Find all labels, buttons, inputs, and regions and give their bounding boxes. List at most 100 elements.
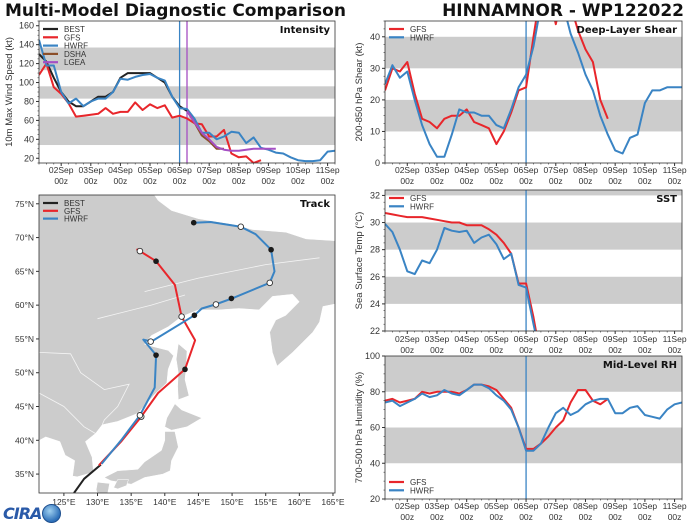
x-tick-label-hour: 00z: [638, 512, 652, 522]
x-tick-label-date: 05Sep: [484, 334, 509, 344]
lon-tick-label: 140°E: [153, 497, 177, 507]
x-tick-label-hour: 00z: [460, 512, 474, 522]
legend-label: BEST: [64, 25, 85, 34]
legend-label: DSHA: [64, 50, 87, 59]
x-tick-label-hour: 00z: [668, 345, 682, 355]
border-line: [39, 392, 96, 434]
y-tick-label: 120: [19, 59, 34, 69]
x-tick-label-date: 02Sep: [49, 165, 74, 175]
shear-panel: 01020304002Sep00z03Sep00z04Sep00z05Sep00…: [354, 20, 687, 186]
track-line-best: [73, 463, 102, 493]
track-line-gfs: [98, 248, 197, 466]
x-tick-label-date: 11Sep: [663, 334, 687, 344]
map-frame: [38, 194, 336, 494]
series-line-hwrf: [385, 21, 682, 158]
lon-tick-label: 160°E: [288, 497, 312, 507]
lat-tick-label: 65°N: [15, 266, 34, 276]
x-tick-label-date: 08Sep: [573, 501, 598, 511]
border-line: [97, 294, 186, 320]
sst-panel: 22242628303202Sep00z03Sep00z04Sep00z05Se…: [354, 189, 687, 355]
border-line: [39, 352, 130, 425]
x-tick-label-hour: 00z: [400, 176, 414, 186]
legend-label: HWRF: [64, 215, 88, 224]
y-tick-label: 40: [24, 134, 34, 144]
series-line-gfs: [39, 62, 262, 163]
x-tick-label-hour: 00z: [490, 345, 504, 355]
track-marker-filled: [268, 246, 274, 253]
track-panel: 125°E 130°E 135°E 140°E 145°E 150°E 155°E 160°E…: [15, 194, 345, 507]
intensity-panel: 2040608010012014016002Sep00z03Sep00z04Se…: [4, 20, 340, 186]
series-line-gfs: [385, 21, 609, 146]
map-area: [39, 195, 335, 493]
lat-tick-label: 40°N: [15, 435, 34, 445]
x-tick-label-date: 02Sep: [395, 165, 420, 175]
legend-label: HWRF: [64, 42, 88, 51]
lat-tick-label: 60°N: [15, 300, 34, 310]
x-tick-label-date: 09Sep: [603, 501, 628, 511]
x-tick-label-date: 06Sep: [514, 334, 539, 344]
x-tick-label-date: 11Sep: [663, 501, 687, 511]
track-marker-open: [178, 313, 185, 320]
lat-tick-label: 55°N: [15, 334, 34, 344]
series-line-gfs: [385, 383, 609, 450]
x-tick-label-hour: 00z: [321, 176, 335, 186]
x-tick-label-date: 02Sep: [395, 334, 420, 344]
track-marker-open: [136, 247, 144, 255]
land-hokkaido: [164, 403, 203, 431]
shaded-band: [385, 356, 682, 392]
x-tick-label-date: 06Sep: [514, 165, 539, 175]
y-tick-label: 28: [370, 245, 380, 255]
lon-tick-label: 165°E: [321, 497, 345, 507]
x-tick-label-hour: 00z: [143, 176, 157, 186]
x-tick-label-date: 05Sep: [484, 501, 509, 511]
panel-title: Mid-Level RH: [603, 360, 677, 371]
x-tick-label-date: 03Sep: [425, 165, 450, 175]
track-marker-filled: [191, 312, 198, 319]
legend-label: GFS: [64, 33, 80, 42]
x-tick-label-hour: 00z: [460, 176, 474, 186]
figure-title: Multi-Model Diagnostic Comparison: [5, 1, 346, 21]
x-tick-label-date: 06Sep: [514, 501, 539, 511]
x-tick-label-hour: 00z: [579, 345, 593, 355]
x-tick-label-date: 03Sep: [425, 334, 450, 344]
x-tick-label-hour: 00z: [430, 345, 444, 355]
legend-label: LGEA: [64, 58, 86, 67]
y-tick-label: 26: [370, 272, 380, 282]
lon-tick-label: 135°E: [120, 497, 144, 507]
x-tick-label-hour: 00z: [430, 176, 444, 186]
x-tick-label-hour: 00z: [608, 512, 622, 522]
x-tick-label-date: 02Sep: [395, 501, 420, 511]
lon-tick-label: 155°E: [254, 497, 278, 507]
plot-background: [385, 190, 682, 331]
y-tick-label: 30: [370, 63, 380, 73]
legend-label: GFS: [410, 25, 426, 34]
y-tick-label: 100: [19, 78, 34, 88]
x-tick-label-hour: 00z: [579, 176, 593, 186]
x-tick-label-date: 04Sep: [454, 501, 479, 511]
track-marker-open: [237, 223, 245, 231]
globe-icon: [42, 503, 62, 523]
cira-logo-text: CIRA: [3, 503, 42, 523]
y-tick-label: 80: [370, 387, 380, 397]
y-tick-label: 32: [370, 190, 380, 200]
legend-label: HWRF: [410, 486, 434, 495]
panel-title: Intensity: [280, 25, 331, 36]
x-tick-label-hour: 00z: [519, 176, 533, 186]
track-marker-open: [136, 412, 144, 419]
border-line: [144, 257, 320, 292]
x-tick-label-date: 10Sep: [633, 165, 658, 175]
lon-tick-label: 150°E: [220, 497, 244, 507]
shaded-band: [385, 222, 682, 250]
y-tick-label: 140: [19, 40, 34, 50]
lon-tick-label: 130°E: [86, 497, 110, 507]
x-tick-label-date: 09Sep: [256, 165, 281, 175]
series-line-hwrf: [39, 39, 335, 163]
x-tick-label-date: 09Sep: [603, 334, 628, 344]
x-tick-label-hour: 00z: [173, 176, 187, 186]
panel-title: Deep-Layer Shear: [577, 25, 678, 36]
y-tick-label: 80: [24, 96, 34, 106]
